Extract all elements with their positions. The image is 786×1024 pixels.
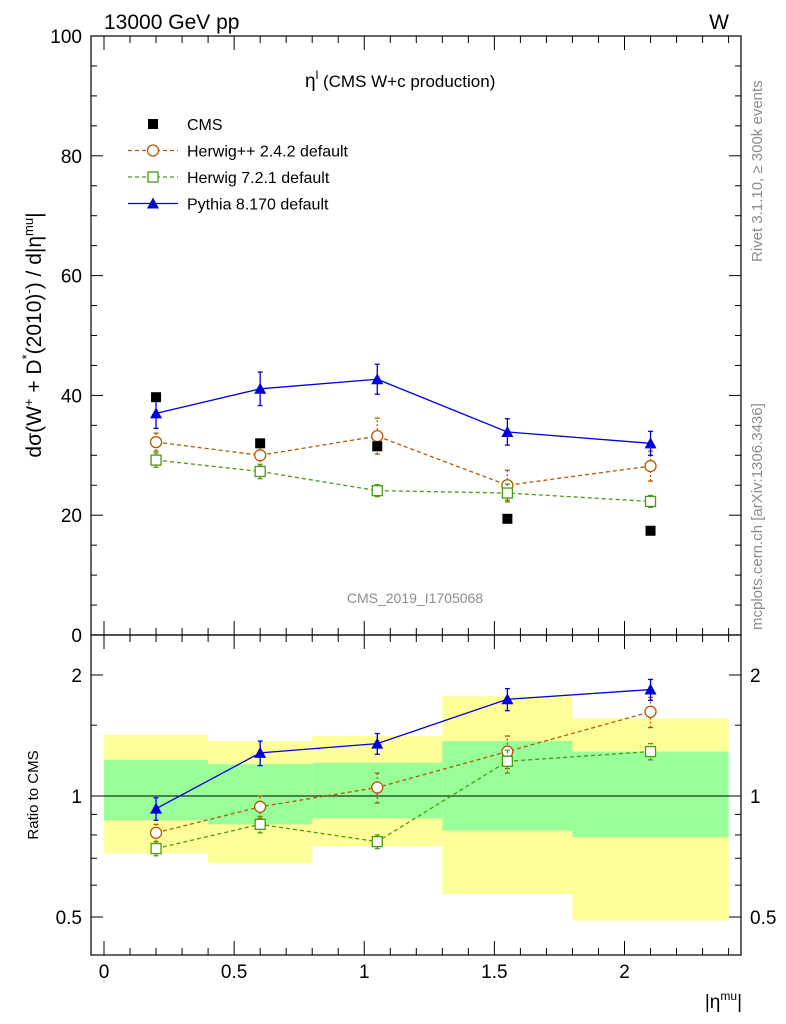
- ratio-point-pythia: [644, 683, 657, 695]
- main-series-herwig7: [150, 452, 657, 509]
- legend: CMS Herwig++ 2.4.2 default Herwig 7.2.1 de…: [128, 117, 349, 214]
- legend-marker-cms: [148, 119, 158, 129]
- main-point-herwig7: [371, 484, 383, 497]
- main-point-herwig7: [254, 465, 266, 478]
- header-right: W: [709, 11, 729, 34]
- legend-item-herwig7: Herwig 7.2.1 default: [128, 170, 330, 187]
- legend-item-cms: CMS: [148, 117, 223, 134]
- ratio-point-herwig-pp: [149, 826, 163, 839]
- main-ytick-label: 20: [61, 506, 82, 527]
- main-point-herwig-pp: [149, 435, 163, 449]
- legend-marker-herwig7: [147, 171, 159, 183]
- ratio-ytick-label: 2: [71, 666, 82, 687]
- ratio-ytick-label-right: 1: [750, 787, 761, 808]
- main-ytick-label: 80: [61, 147, 82, 168]
- ratio-panel: 0 0.5 1 1.5 2 0.5 0.5 1 1 2 2: [56, 36, 776, 983]
- main-point-pythia: [254, 382, 267, 394]
- main-point-herwig7: [150, 454, 162, 466]
- header-left: 13000 GeV pp: [104, 11, 239, 34]
- ratio-ylabel: Ratio to CMS: [25, 750, 42, 839]
- main-point-herwig7: [644, 495, 657, 508]
- ratio-series-herwig7: [150, 742, 657, 857]
- ratio-point-herwig7: [150, 842, 162, 855]
- ratio-ytick-label: 1: [71, 787, 82, 808]
- main-ytick-label: 100: [50, 27, 82, 48]
- x-axis-ticks: 0 0.5 1 1.5 2 0.5 0.5 1 1 2 2: [56, 36, 776, 983]
- ratio-series-pythia: [150, 678, 657, 821]
- main-ytick-label: 60: [61, 267, 82, 288]
- ratio-point-herwig-pp: [644, 705, 657, 718]
- rivet-label: Rivet 3.1.10, ≥ 300k events: [749, 80, 766, 262]
- ratio-point-herwig7: [254, 818, 266, 831]
- legend-marker-pythia: [147, 197, 159, 209]
- main-ytick-label: 0: [71, 626, 82, 647]
- main-line-herwig7: [155, 459, 651, 503]
- legend-label-cms: CMS: [187, 117, 223, 134]
- main-point-herwig-pp: [253, 449, 267, 462]
- xtick-label: 0.5: [221, 962, 247, 983]
- main-point-cms: [151, 392, 162, 403]
- xtick-label: 1.5: [481, 962, 507, 983]
- analysis-id: CMS_2019_I1705068: [347, 590, 483, 606]
- legend-marker-herwig-pp: [146, 144, 160, 157]
- main-panel: 0 20 40 60 80 100: [50, 27, 741, 647]
- ratio-point-herwig-pp: [253, 800, 267, 813]
- xtick-label: 0: [99, 962, 110, 983]
- ratio-point-herwig7: [501, 755, 514, 767]
- ratio-point-pythia: [501, 693, 514, 705]
- ratio-ytick-label-right: 2: [750, 666, 761, 687]
- green-band-4: [572, 751, 729, 838]
- main-point-cms: [255, 438, 266, 449]
- ratio-ytick-label-right: 0.5: [750, 908, 776, 929]
- plot-title: ηl (CMS W+c production): [305, 68, 495, 92]
- legend-item-pythia: Pythia 8.170 default: [128, 197, 329, 214]
- ratio-point-pythia: [150, 802, 163, 814]
- xtick-label: 2: [619, 962, 630, 983]
- ratio-point-pythia: [371, 737, 384, 749]
- legend-label-pythia: Pythia 8.170 default: [187, 197, 329, 214]
- main-point-herwig-pp: [371, 429, 384, 443]
- main-axis-ticks: 0 20 40 60 80 100: [50, 27, 741, 647]
- main-ytick-label: 40: [61, 386, 82, 407]
- ratio-point-pythia: [254, 746, 267, 758]
- main-point-cms: [372, 441, 383, 452]
- mcplots-label: mcplots.cern.ch [arXiv:1306.3436]: [749, 403, 766, 630]
- main-point-cms: [645, 525, 656, 536]
- main-point-pythia: [371, 373, 384, 385]
- legend-label-herwig-pp: Herwig++ 2.4.2 default: [187, 144, 349, 161]
- main-series-herwig-pp: [149, 417, 657, 501]
- xlabel: |ηmu|: [705, 989, 742, 1013]
- ratio-point-herwig7: [371, 835, 383, 848]
- legend-item-herwig-pp: Herwig++ 2.4.2 default: [128, 144, 349, 161]
- main-series-cms: [151, 392, 656, 536]
- ratio-point-herwig7: [644, 745, 657, 758]
- green-band-1: [208, 764, 313, 825]
- main-ylabel: dσ(W+ + D*(2010)-) / d|ηmu|: [19, 212, 46, 457]
- xtick-label: 1: [359, 962, 370, 983]
- main-line-herwig-pp: [155, 435, 651, 486]
- main-series-pythia: [150, 363, 657, 456]
- ratio-frame: [90, 634, 742, 956]
- ratio-ytick-label: 0.5: [56, 908, 82, 929]
- main-line-pythia: [155, 378, 651, 444]
- main-point-pythia: [501, 425, 514, 437]
- main-point-pythia: [150, 407, 163, 419]
- ratio-point-herwig-pp: [371, 781, 384, 794]
- main-point-pythia: [644, 437, 657, 449]
- main-point-herwig-pp: [644, 459, 657, 473]
- main-point-herwig7: [501, 487, 514, 499]
- main-point-cms: [502, 513, 513, 524]
- legend-label-herwig7: Herwig 7.2.1 default: [187, 170, 330, 187]
